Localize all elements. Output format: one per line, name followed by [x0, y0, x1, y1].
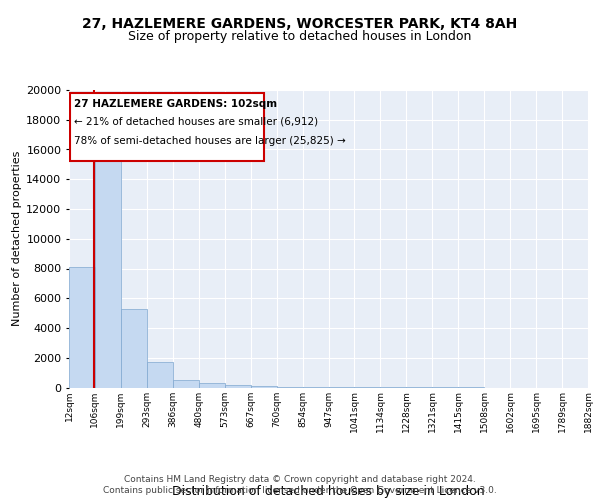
Text: ← 21% of detached houses are smaller (6,912): ← 21% of detached houses are smaller (6,…: [74, 117, 319, 127]
Bar: [173, 380, 199, 388]
Text: 78% of semi-detached houses are larger (25,825) →: 78% of semi-detached houses are larger (…: [74, 136, 346, 146]
Bar: [251, 386, 277, 388]
Bar: [70, 93, 263, 162]
Bar: [199, 383, 224, 388]
Text: Size of property relative to detached houses in London: Size of property relative to detached ho…: [128, 30, 472, 43]
Bar: [225, 385, 251, 388]
X-axis label: Distribution of detached houses by size in London: Distribution of detached houses by size …: [172, 485, 485, 498]
Text: Contains public sector information licensed under the Open Government Licence v3: Contains public sector information licen…: [103, 486, 497, 495]
Y-axis label: Number of detached properties: Number of detached properties: [12, 151, 22, 326]
Text: 27 HAZLEMERE GARDENS: 102sqm: 27 HAZLEMERE GARDENS: 102sqm: [74, 99, 277, 109]
Bar: [95, 139, 121, 388]
Text: Contains HM Land Registry data © Crown copyright and database right 2024.: Contains HM Land Registry data © Crown c…: [124, 475, 476, 484]
Text: 27, HAZLEMERE GARDENS, WORCESTER PARK, KT4 8AH: 27, HAZLEMERE GARDENS, WORCESTER PARK, K…: [82, 18, 518, 32]
Bar: [147, 362, 173, 388]
Bar: [121, 308, 147, 388]
Bar: [69, 267, 95, 388]
Bar: [277, 387, 302, 388]
